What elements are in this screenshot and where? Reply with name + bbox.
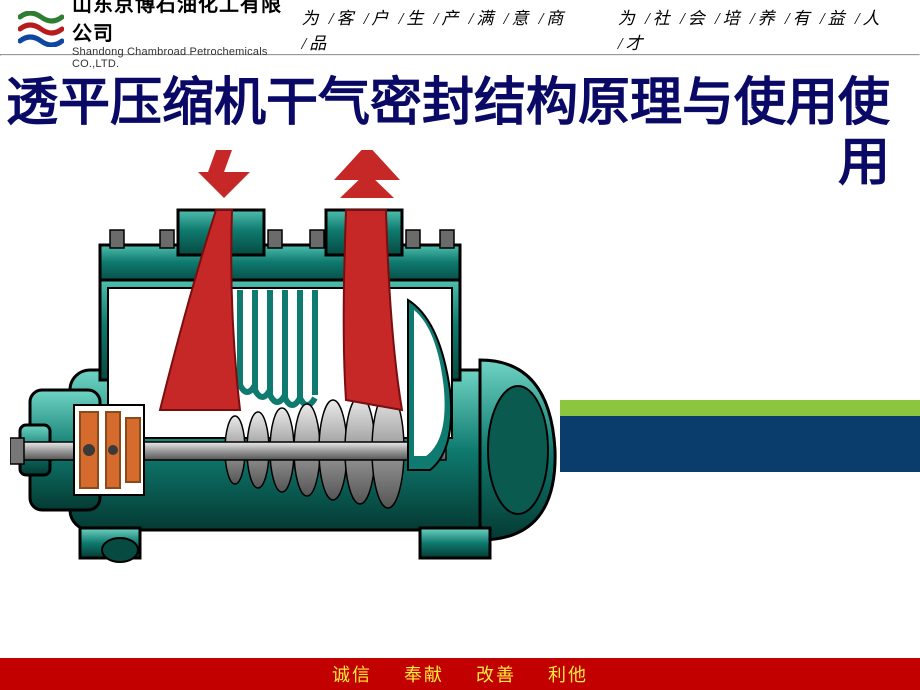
slogan-left: 为 /客 /户 /生 /产 /满 /意 /商 /品 [301, 4, 577, 54]
company-name-cn: 山东京博石油化工有限公司 [72, 0, 301, 46]
logo-icon [18, 11, 64, 47]
stripe-blue [560, 416, 920, 472]
footer-word-3: 改善 [476, 661, 516, 687]
header: 山东京博石油化工有限公司 Shandong Chambroad Petroche… [0, 0, 920, 54]
company-name-en: Shandong Chambroad Petrochemicals CO.,LT… [72, 46, 301, 70]
decorative-stripes [560, 400, 920, 472]
footer-word-2: 奉献 [404, 661, 444, 687]
stripe-green [560, 400, 920, 416]
logo-block: 山东京博石油化工有限公司 Shandong Chambroad Petroche… [18, 0, 301, 70]
footer: 诚信 奉献 改善 利他 [0, 658, 920, 690]
slogans: 为 /客 /户 /生 /产 /满 /意 /商 /品 为 /社 /会 /培 /养 … [301, 4, 902, 54]
footer-word-4: 利他 [548, 661, 588, 687]
footer-word-1: 诚信 [332, 661, 372, 687]
slogan-right: 为 /社 /会 /培 /养 /有 /益 /人 /才 [618, 4, 894, 54]
compressor-diagram [10, 150, 570, 580]
